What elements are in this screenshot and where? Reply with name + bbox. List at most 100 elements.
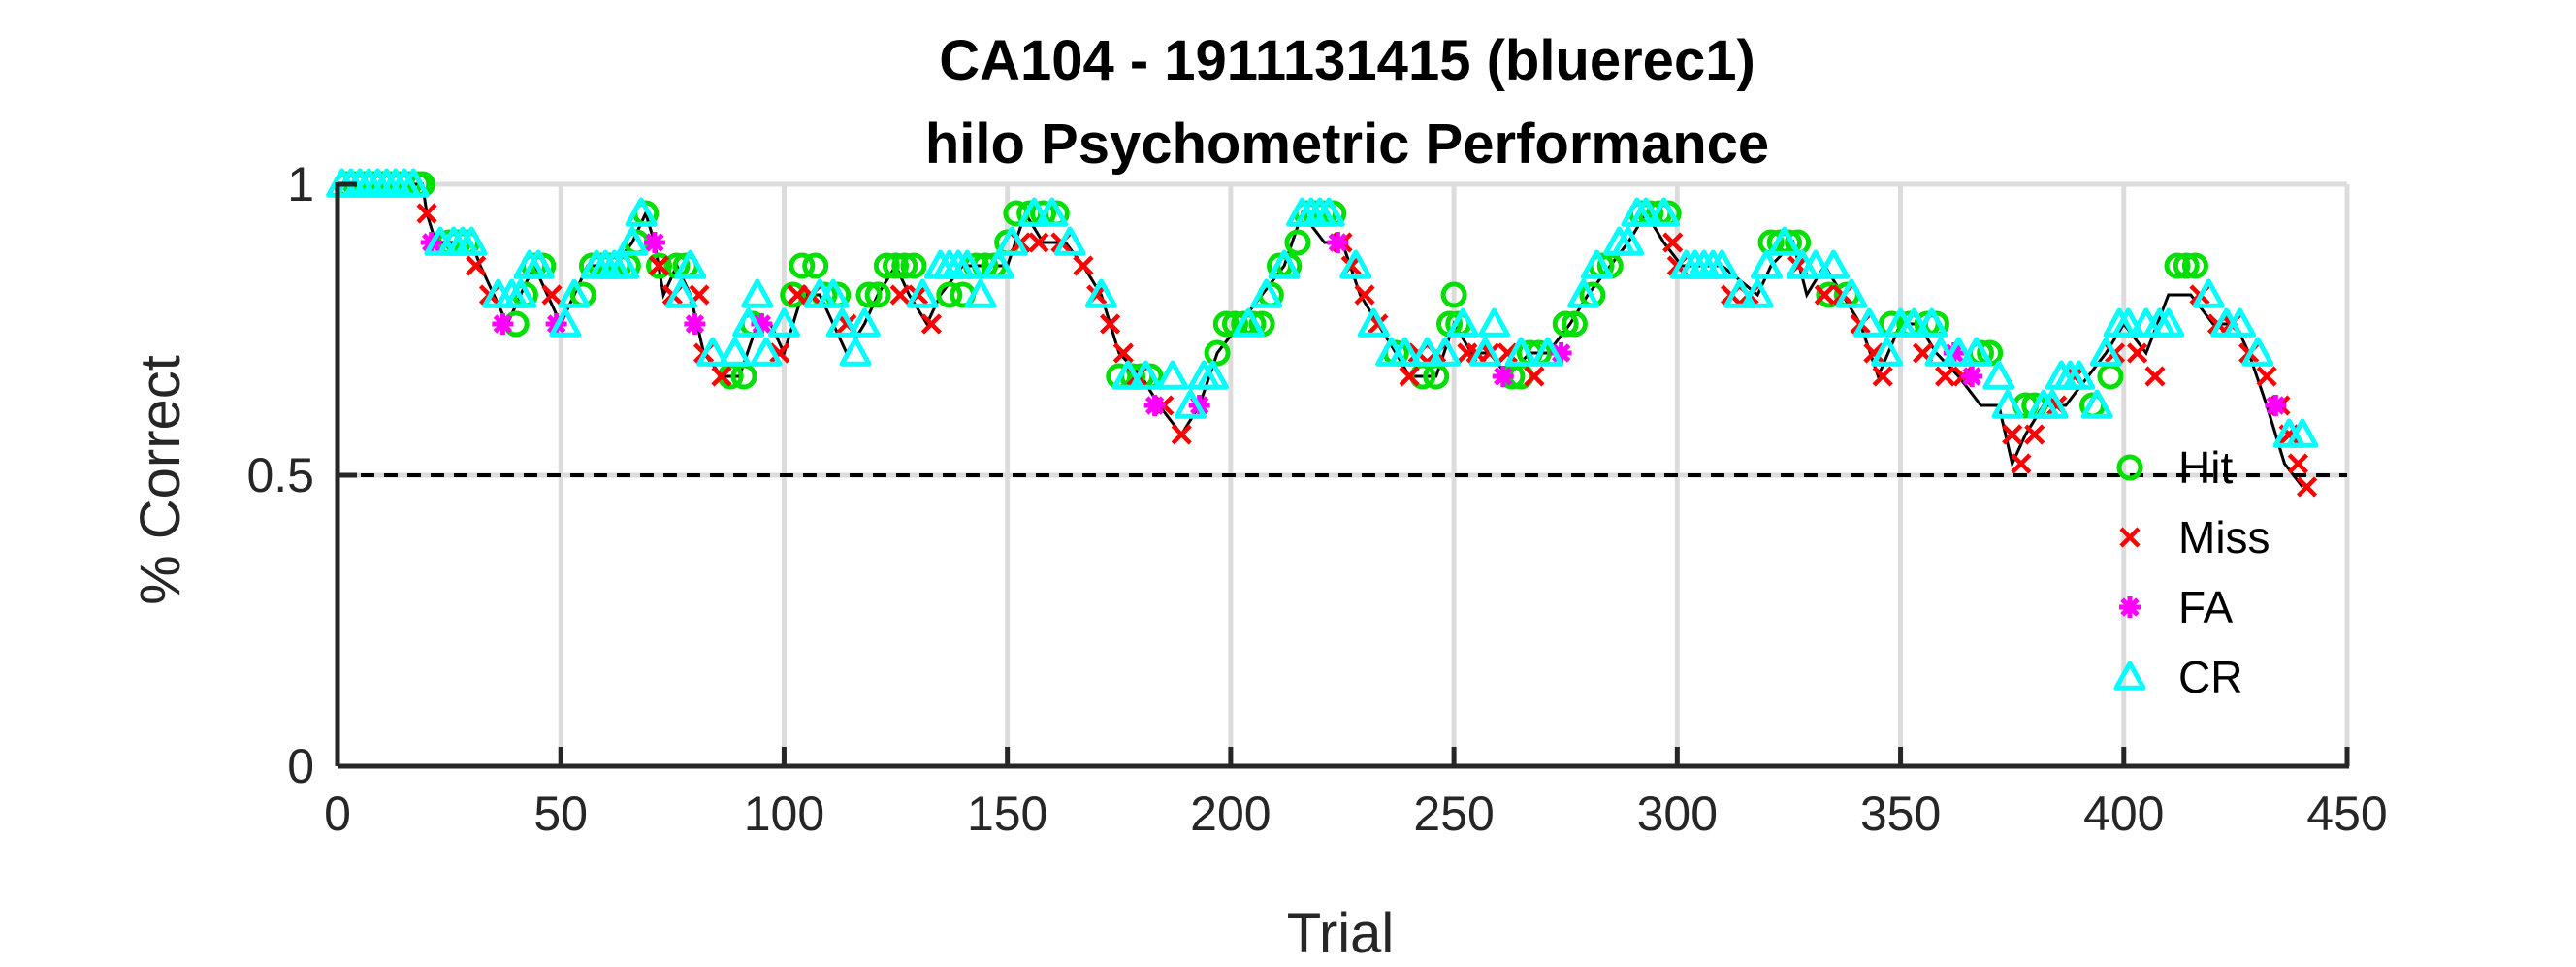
cr-point: [1429, 337, 1462, 367]
miss-point: [1171, 424, 1192, 445]
miss-point: [416, 203, 437, 224]
cr-point: [1705, 249, 1738, 279]
legend-marker-cr: [2113, 661, 2146, 691]
cr-point: [982, 249, 1014, 279]
fa-point: [1143, 395, 1166, 416]
cr-point: [2111, 307, 2144, 338]
legend-label: FA: [2178, 582, 2234, 632]
cr-point: [839, 337, 872, 367]
legend: Hit Miss FA CR: [2113, 442, 2270, 702]
x-tick-label: 400: [2083, 787, 2164, 841]
cr-point: [625, 197, 658, 227]
legend-marker-hit: [2116, 454, 2143, 481]
hit-point: [789, 252, 816, 279]
cr-point: [455, 226, 488, 256]
legend-item-miss: Miss: [2119, 512, 2270, 563]
miss-point: [711, 366, 732, 387]
x-tick-label: 250: [1413, 787, 1494, 841]
miss-point: [1524, 366, 1545, 387]
y-tick-label: 1: [287, 157, 314, 211]
cr-point: [1567, 278, 1600, 308]
cr-point: [1468, 337, 1501, 367]
fa-point: [684, 313, 706, 335]
cr-point: [767, 307, 800, 338]
cr-point: [1268, 249, 1301, 279]
cr-point: [2089, 337, 2122, 367]
hit-point: [2164, 252, 2191, 279]
cr-point: [674, 249, 707, 279]
cr-point: [1916, 307, 1948, 338]
cr-point: [665, 278, 698, 308]
miss-point: [769, 342, 790, 364]
legend-label: Miss: [2178, 512, 2270, 563]
legend-marker-miss: [2119, 527, 2141, 548]
cr-point: [1799, 249, 1832, 279]
cr-point: [1446, 307, 1479, 338]
series-cr: [326, 168, 2319, 448]
miss-point: [1354, 284, 1375, 306]
cr-point: [2286, 418, 2319, 448]
cr-point: [1817, 249, 1850, 279]
miss-point: [1399, 366, 1420, 387]
miss-point: [2024, 424, 2045, 445]
cr-point: [1504, 337, 1537, 367]
hit-point: [802, 252, 829, 279]
cr-point: [1741, 278, 1774, 308]
cr-point: [607, 249, 640, 279]
y-tick-label: 0: [287, 739, 314, 793]
x-tick-label: 150: [967, 787, 1047, 841]
fa-point: [492, 313, 514, 335]
cr-point: [1410, 337, 1443, 367]
cr-point: [1991, 389, 2024, 419]
cr-point: [1982, 360, 2015, 390]
cr-point: [1871, 337, 1904, 367]
miss-point: [1814, 284, 1835, 306]
fa-point: [1327, 232, 1349, 253]
hit-point: [1561, 310, 1588, 338]
cr-point: [1750, 249, 1783, 279]
hit-point: [2173, 252, 2200, 279]
cr-point: [1111, 360, 1144, 390]
cr-point: [1531, 337, 1564, 367]
hit-point: [1212, 310, 1240, 338]
cr-point: [616, 226, 649, 256]
cr-point: [1232, 307, 1265, 338]
cr-point: [1174, 389, 1207, 419]
miss-point: [541, 284, 563, 306]
cr-point: [2063, 360, 2096, 390]
miss-point: [1662, 232, 1684, 253]
cr-point: [2036, 389, 2069, 419]
cr-point: [817, 278, 850, 308]
x-tick-label: 350: [1860, 787, 1941, 841]
cr-point: [1312, 197, 1345, 227]
cr-point: [1129, 360, 1162, 390]
hit-point: [1440, 281, 1467, 308]
cr-point: [906, 278, 939, 308]
cr-point: [1835, 278, 1868, 308]
cr-point: [2192, 278, 2225, 308]
miss-point: [1112, 342, 1134, 364]
cr-point: [1156, 360, 1189, 390]
cr-point: [1768, 226, 1801, 256]
cr-point: [1036, 197, 1069, 227]
cr-point: [1196, 360, 1229, 390]
cr-point: [1580, 249, 1613, 279]
cr-point: [825, 307, 858, 338]
cr-point: [1388, 337, 1421, 367]
cr-point: [1017, 197, 1050, 227]
miss-point: [2256, 366, 2277, 387]
cr-point: [2152, 307, 2185, 338]
legend-label: Hit: [2178, 442, 2233, 493]
miss-point: [1073, 255, 1094, 276]
cr-point: [1942, 337, 1975, 367]
miss-point: [2002, 424, 2023, 445]
x-tick-label: 300: [1637, 787, 1718, 841]
cr-point: [1053, 226, 1086, 256]
cr-point: [732, 307, 765, 338]
cr-point: [1960, 337, 1993, 367]
x-tick-label: 200: [1190, 787, 1271, 841]
cr-point: [504, 278, 537, 308]
cr-point: [1723, 278, 1756, 308]
fa-point: [1492, 366, 1514, 387]
chart-title: CA104 - 1911131415 (bluerec1): [939, 29, 1755, 92]
